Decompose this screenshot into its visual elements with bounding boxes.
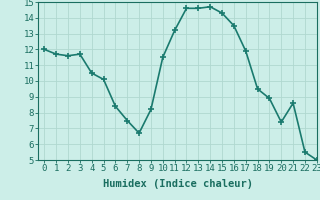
X-axis label: Humidex (Indice chaleur): Humidex (Indice chaleur): [103, 179, 252, 189]
